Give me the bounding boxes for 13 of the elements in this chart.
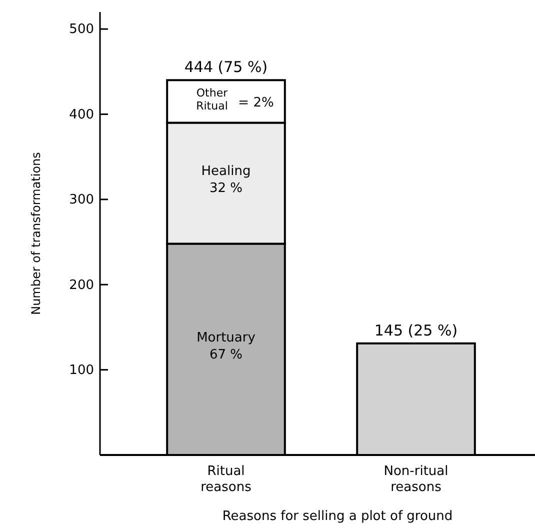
x-tick-label: Non-ritual reasons: [384, 464, 448, 495]
total-label: 444 (75 %): [184, 58, 268, 76]
series-label: Healing 32 %: [201, 164, 251, 196]
x-axis-title: Reasons for selling a plot of ground: [222, 509, 453, 524]
x-tick-label: Ritual reasons: [200, 464, 252, 495]
y-tick-label: 100: [69, 362, 94, 378]
series-label: Mortuary 67 %: [196, 330, 256, 362]
y-tick-label: 500: [69, 22, 94, 38]
y-axis-title: Number of transformations: [29, 152, 43, 315]
total-label: 145 (25 %): [374, 321, 458, 340]
y-tick-label: 300: [69, 192, 94, 208]
y-tick-label: 400: [69, 107, 94, 122]
y-tick-label: 200: [69, 278, 94, 293]
